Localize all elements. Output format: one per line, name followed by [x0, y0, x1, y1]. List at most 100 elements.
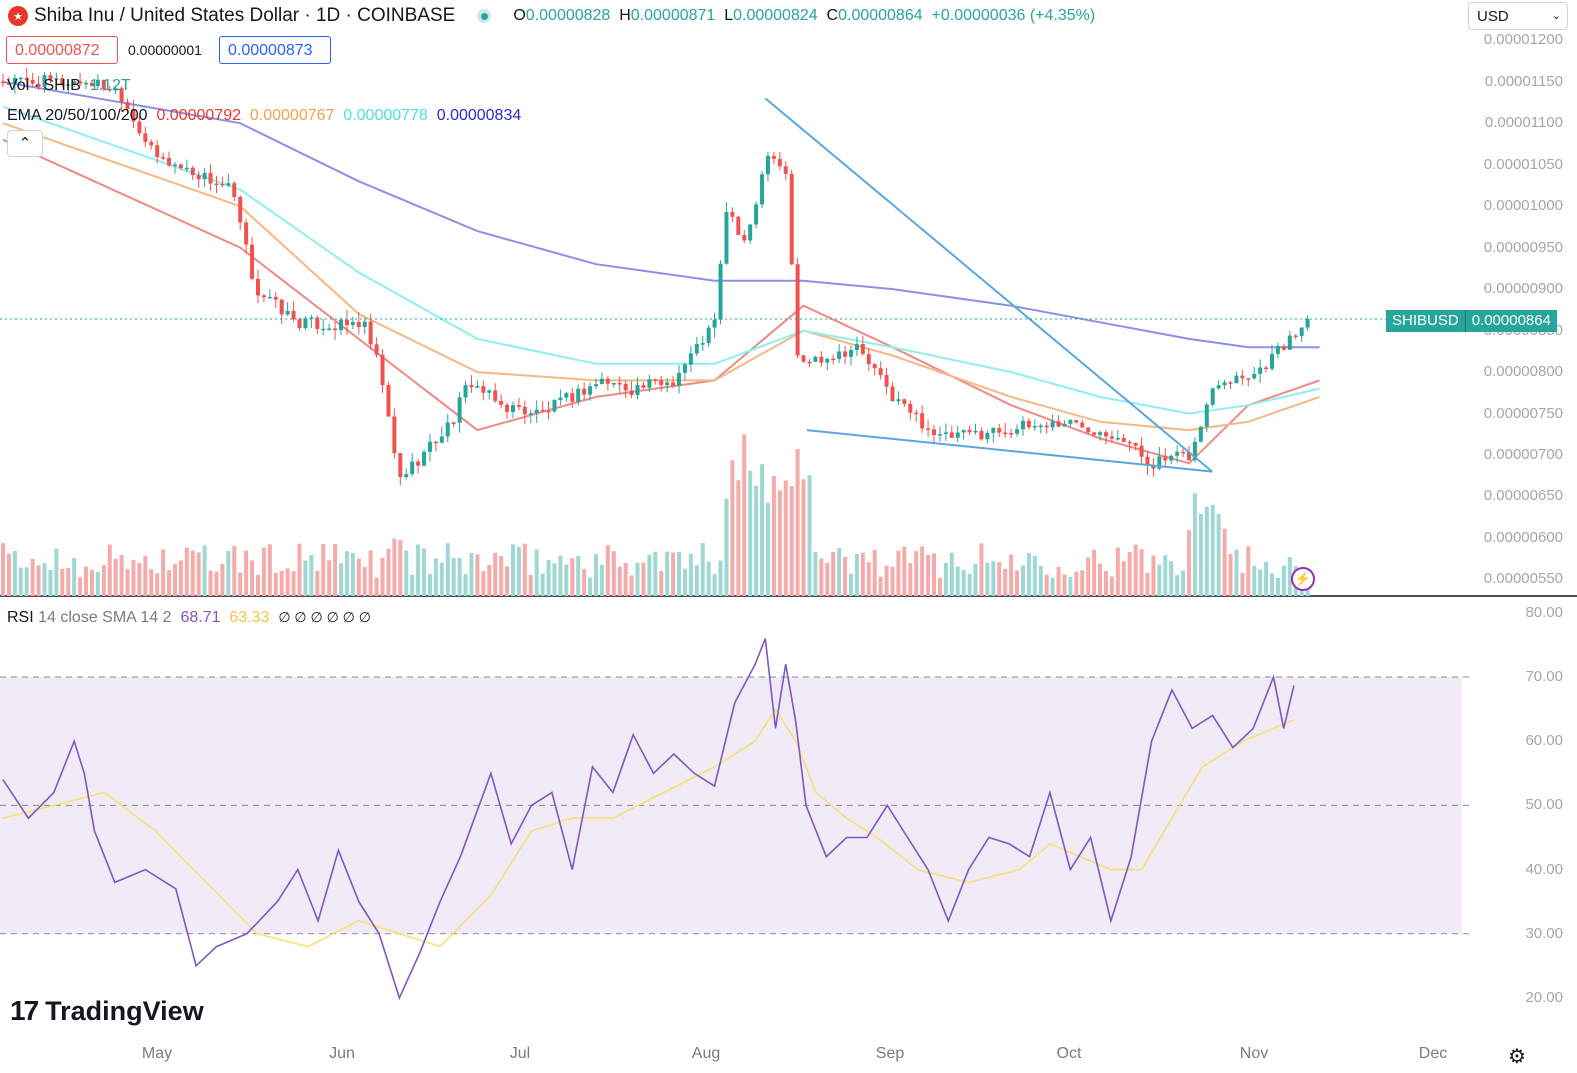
price-tick-label: 0.00001100: [1484, 114, 1563, 132]
candle-body: [297, 319, 302, 329]
candle-body: [653, 379, 658, 381]
volume-bar: [78, 577, 83, 596]
candle-body: [1305, 318, 1310, 328]
volume-bar: [493, 552, 498, 596]
volume-bar: [920, 546, 925, 596]
volume-bar: [36, 565, 41, 596]
volume-bar: [949, 552, 954, 596]
price-change: +0.00000036 (+4.35%): [931, 7, 1096, 24]
price-tick-label: 0.00000600: [1483, 528, 1563, 546]
lightning-icon[interactable]: ⚡: [1291, 567, 1315, 591]
candle-body: [860, 343, 865, 355]
volume-bar: [89, 569, 94, 596]
tradingview-logo-icon: 17: [10, 995, 39, 1026]
candle-body: [339, 319, 344, 331]
volume-bar: [84, 566, 89, 596]
volume-bar: [599, 564, 604, 596]
volume-bar: [1187, 530, 1191, 596]
candle-body: [1092, 432, 1097, 435]
volume-bar: [404, 550, 409, 596]
volume-bar: [997, 562, 1002, 596]
candle-body: [250, 244, 255, 279]
candle-body: [1192, 441, 1197, 461]
candle-body: [961, 429, 966, 433]
time-tick-label: Nov: [1239, 1045, 1269, 1062]
volume-bar: [848, 573, 853, 596]
sell-button[interactable]: 0.00000872: [6, 36, 118, 64]
market-status-icon[interactable]: [477, 9, 492, 23]
volume-bar: [659, 570, 664, 596]
volume-bar: [1258, 569, 1263, 596]
volume-bar: [439, 562, 444, 596]
volume-bar: [694, 565, 699, 596]
volume-bar: [505, 566, 510, 596]
collapse-legend-button[interactable]: ⌃: [7, 130, 43, 157]
tradingview-logo[interactable]: 17 TradingView: [10, 995, 204, 1026]
candle-body: [973, 430, 978, 433]
chevron-down-icon: ⌄: [1551, 10, 1561, 22]
buy-button[interactable]: 0.00000873: [219, 36, 331, 64]
candle-body: [356, 321, 361, 327]
candle-body: [1133, 442, 1138, 446]
candle-body: [997, 428, 1002, 433]
volume-bar: [54, 548, 59, 596]
volume-bar: [220, 563, 225, 596]
volume-bar: [427, 574, 432, 596]
volume-bar: [967, 573, 972, 596]
candle-body: [688, 353, 693, 365]
settings-gear-icon[interactable]: ⚙: [1508, 1046, 1526, 1068]
candle-body: [1240, 375, 1245, 379]
candle-body: [1062, 423, 1067, 427]
trendline-2: [806, 429, 1213, 473]
candle-body: [914, 412, 919, 415]
candle-body: [771, 155, 776, 159]
candle-body: [1020, 420, 1025, 430]
candle-body: [1, 81, 5, 84]
volume-bar: [463, 574, 468, 596]
volume-bar: [789, 485, 794, 596]
trendline-1: [764, 97, 1213, 473]
volume-bar: [362, 567, 367, 596]
candle-body: [1210, 388, 1215, 405]
candle-body: [682, 364, 687, 373]
volume-bar: [1157, 564, 1162, 596]
volume-bar: [605, 545, 610, 596]
candle-body: [1056, 421, 1061, 427]
volume-bar: [238, 572, 243, 596]
candle-body: [267, 296, 272, 299]
volume-bar: [516, 546, 521, 596]
ema-legend[interactable]: EMA 20/50/100/200 0.00000792 0.00000767 …: [7, 107, 522, 124]
rsi-legend[interactable]: RSI 14 close SMA 14 2 68.71 63.33 ∅ ∅ ∅ …: [7, 609, 371, 626]
volume-bar: [232, 545, 237, 596]
volume-bar: [481, 571, 486, 596]
volume-bar: [807, 475, 812, 596]
volume-bar: [801, 479, 806, 596]
candle-body: [422, 451, 427, 466]
volume-bar: [18, 567, 23, 596]
volume-bar: [795, 448, 800, 596]
symbol-title[interactable]: Shiba Inu / United States Dollar · 1D · …: [34, 5, 456, 26]
currency-select[interactable]: USD ⌄: [1468, 2, 1568, 30]
candle-body: [843, 351, 848, 357]
candle-body: [1281, 346, 1286, 350]
volume-bar: [457, 557, 462, 596]
volume-bar: [131, 559, 136, 596]
volume-bar: [1222, 528, 1227, 596]
candle-body: [1175, 451, 1180, 456]
volume-bar: [285, 568, 290, 596]
volume-bar: [813, 551, 818, 596]
candle-body: [594, 384, 598, 387]
volume-bar: [422, 548, 427, 596]
candle-body: [214, 183, 219, 185]
volume-bar: [66, 568, 71, 596]
candle-body: [362, 321, 367, 327]
volume-bar: [398, 540, 403, 596]
volume-legend[interactable]: Vol · SHIB 1.12T: [7, 77, 131, 94]
volume-bar: [1210, 504, 1215, 596]
candle-body: [754, 204, 759, 225]
candle-body: [611, 383, 616, 385]
candle-body: [1003, 432, 1008, 435]
candle-body: [463, 385, 468, 398]
candle-body: [119, 88, 124, 103]
